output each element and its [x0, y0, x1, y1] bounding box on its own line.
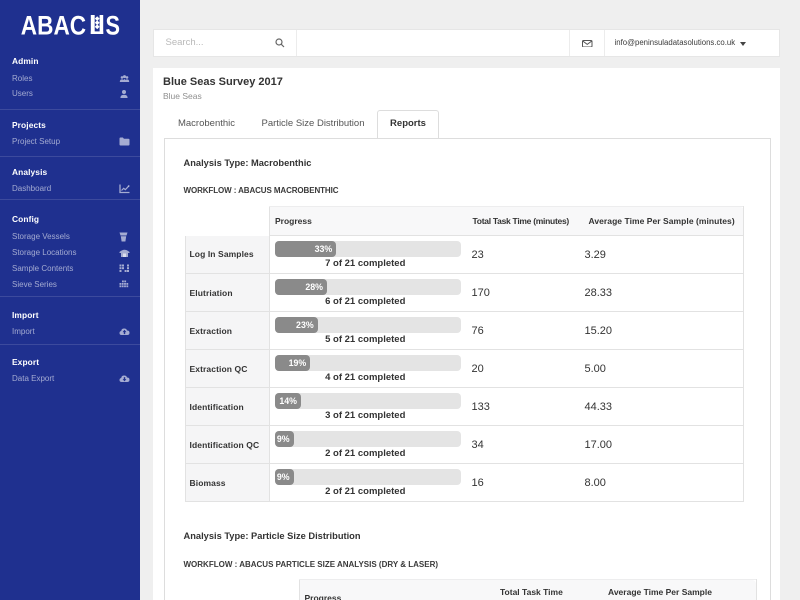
- svg-text:S: S: [106, 15, 121, 37]
- svg-text:ABAC: ABAC: [21, 15, 86, 37]
